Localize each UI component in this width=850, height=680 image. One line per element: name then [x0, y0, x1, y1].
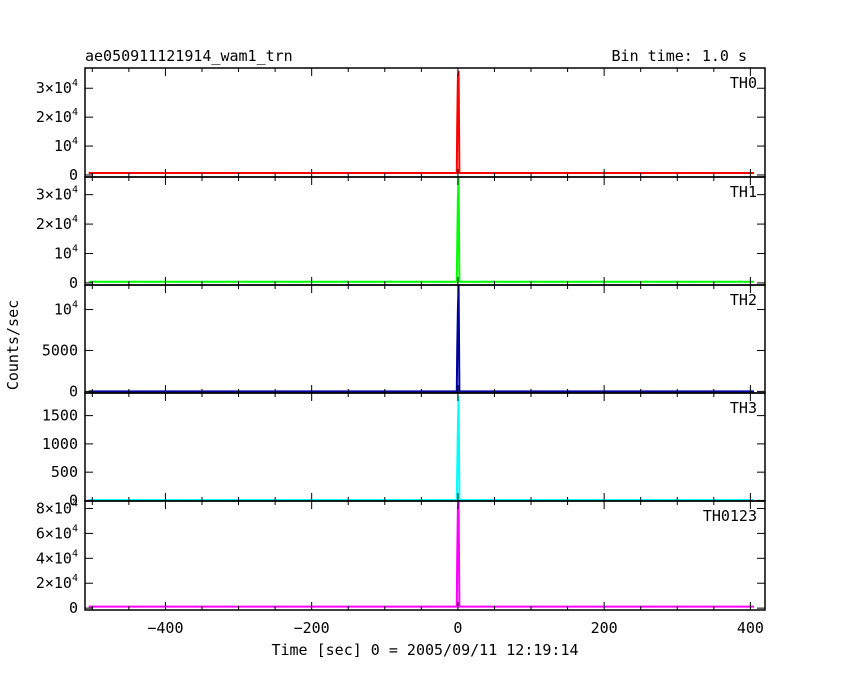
series-line-th0 [88, 70, 754, 174]
series-line-th1 [88, 176, 754, 283]
x-axis-label: Time [sec] 0 = 2005/09/11 12:19:14 [271, 641, 578, 659]
x-tick-label: 200 [591, 619, 618, 637]
y-tick-label: 5000 [42, 341, 78, 359]
panel-th3: 0 500 1000 1500 TH3 [42, 392, 766, 509]
panel-th0: 0 104 2×104 3×104 TH0 [36, 67, 766, 184]
y-tick-label: 0 [69, 382, 78, 400]
panel-frame [84, 392, 766, 502]
y-tick-label: 2×104 [36, 107, 78, 126]
chart-title: ae050911121914_wam1_trn [85, 47, 293, 65]
y-tick-label: 1000 [42, 435, 78, 453]
panel-th1: 0 104 2×104 3×104 TH1 [36, 176, 766, 292]
panel-label-th1: TH1 [730, 183, 757, 201]
panel-frame [84, 176, 766, 286]
y-tick-label: 2×104 [36, 214, 78, 233]
panel-label-th2: TH2 [730, 291, 757, 309]
x-tick-label: 0 [453, 619, 462, 637]
panel-frame [84, 284, 766, 394]
panel-frame [84, 67, 766, 178]
panel-th0123: 0 2×104 4×104 6×104 8×104 TH0123 [36, 498, 766, 617]
y-tick-label: 3×104 [36, 185, 78, 204]
series-line-th3 [88, 395, 754, 501]
y-tick-label: 1500 [42, 407, 78, 425]
y-tick-label: 104 [54, 244, 78, 263]
y-tick-label: 4×104 [36, 548, 78, 567]
series-line-th2 [88, 284, 754, 393]
x-tick-label: −400 [147, 619, 183, 637]
y-tick-label: 8×104 [36, 498, 78, 517]
panel-frame [84, 500, 766, 611]
y-tick-label: 2×104 [36, 573, 78, 592]
panel-label-th3: TH3 [730, 399, 757, 417]
y-tick-label: 0 [69, 166, 78, 184]
y-tick-label: 104 [54, 300, 78, 319]
panel-th2: 0 5000 104 TH2 [42, 284, 766, 400]
y-tick-label: 104 [54, 136, 78, 155]
y-tick-label: 6×104 [36, 523, 78, 542]
y-tick-label: 0 [69, 274, 78, 292]
panel-label-th0: TH0 [730, 74, 757, 92]
y-tick-label: 3×104 [36, 78, 78, 97]
y-tick-label: 0 [69, 599, 78, 617]
y-tick-label: 500 [51, 463, 78, 481]
x-tick-label: −200 [294, 619, 330, 637]
y-axis-label: Counts/sec [4, 300, 22, 390]
panel-label-th0123: TH0123 [703, 507, 757, 525]
series-line-th0123 [88, 500, 754, 608]
bin-time-label: Bin time: 1.0 s [612, 47, 747, 65]
x-tick-label: 400 [737, 619, 764, 637]
y-tick-label: 0 [69, 491, 78, 509]
